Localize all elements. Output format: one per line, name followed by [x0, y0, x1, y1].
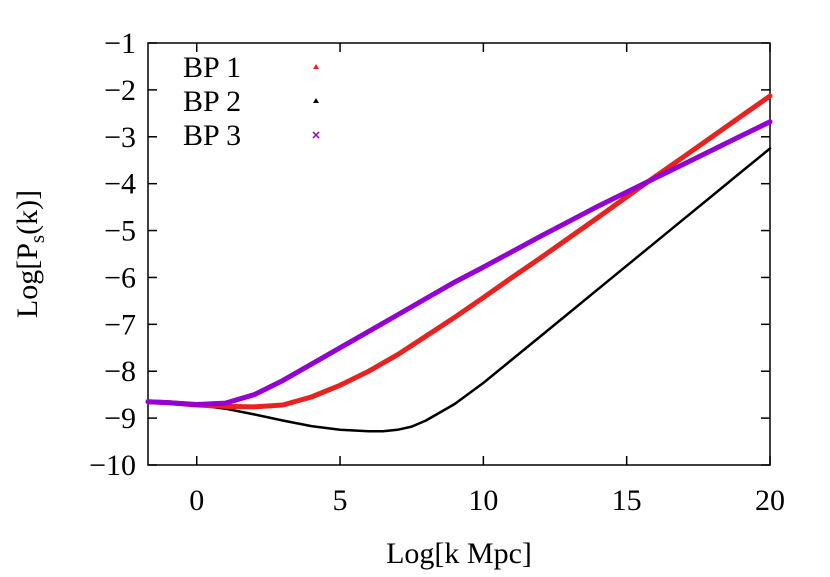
- legend-label: BP 1: [183, 51, 241, 84]
- plot-frame: [147, 42, 771, 466]
- y-tick-label: −4: [104, 168, 136, 201]
- legend-marker: [312, 131, 320, 139]
- series-line-bp2: [146, 147, 772, 433]
- series-layer: [145, 93, 773, 433]
- legend-marker: [313, 98, 319, 103]
- legend: BP 1BP 2BP 3: [183, 51, 320, 152]
- y-tick-label: −3: [104, 121, 136, 154]
- y-tick-label: −8: [104, 355, 136, 388]
- x-tick-label: 15: [612, 484, 642, 517]
- axis-ticks: 0 5 10 15 20 −10 −9 −8 −7 −6 −5 −4 −3 −2 −1: [89, 27, 785, 517]
- series-line-bp1: [145, 93, 773, 410]
- legend-label: BP 3: [183, 119, 241, 152]
- y-tick-label: −1: [104, 27, 136, 60]
- x-tick-label: 20: [755, 484, 785, 517]
- y-tick-label: −2: [104, 74, 136, 107]
- legend-label: BP 2: [183, 85, 241, 118]
- y-tick-label: −5: [104, 215, 136, 248]
- y-tick-label: −6: [104, 261, 136, 294]
- y-tick-label: −9: [104, 402, 136, 435]
- y-axis-label: Log[Ps(k)]: [11, 190, 49, 318]
- legend-marker: [313, 64, 319, 69]
- y-tick-label: −10: [89, 449, 136, 482]
- y-tick-label: −7: [104, 308, 136, 341]
- x-tick-label: 5: [333, 484, 348, 517]
- x-tick-label: 10: [468, 484, 498, 517]
- x-axis-label: Log[k Mpc]: [386, 537, 532, 570]
- series-line-bp3: [145, 119, 773, 407]
- x-tick-label: 0: [189, 484, 204, 517]
